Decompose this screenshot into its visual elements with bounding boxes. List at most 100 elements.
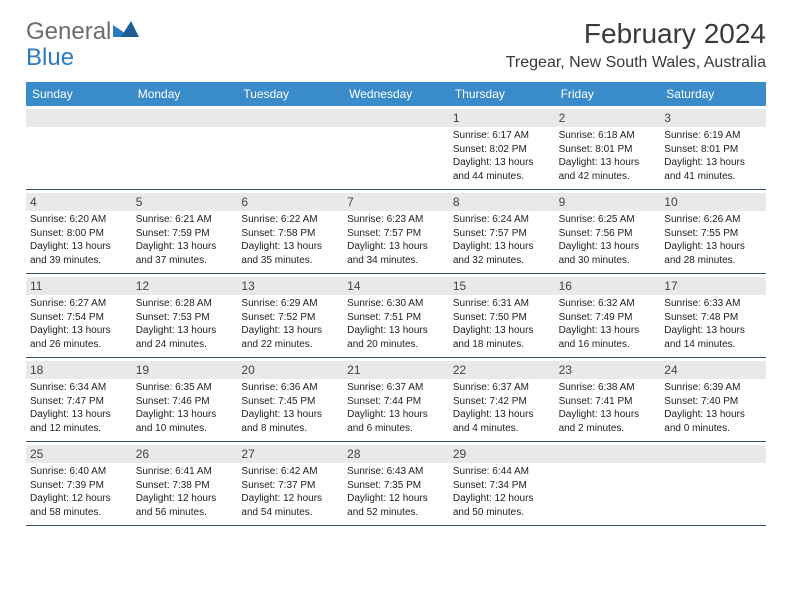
day-details: Sunrise: 6:39 AMSunset: 7:40 PMDaylight:…	[664, 381, 762, 435]
calendar-cell: 15Sunrise: 6:31 AMSunset: 7:50 PMDayligh…	[449, 274, 555, 357]
calendar-cell: 25 Sunrise: 6:40 AMSunset: 7:39 PMDayligh…	[26, 442, 132, 525]
daylight-text: Daylight: 13 hours and 16 minutes.	[559, 324, 657, 351]
day-number: 26	[132, 445, 238, 463]
sunset-text: Sunset: 7:59 PM	[136, 227, 234, 241]
day-number: 24	[660, 361, 766, 379]
dow-friday: Friday	[555, 82, 661, 106]
day-number: 6	[237, 193, 343, 211]
calendar-cell: 27Sunrise: 6:42 AMSunset: 7:37 PMDayligh…	[237, 442, 343, 525]
sunrise-text: Sunrise: 6:35 AM	[136, 381, 234, 395]
calendar-cell: 6Sunrise: 6:22 AMSunset: 7:58 PMDaylight…	[237, 190, 343, 273]
day-number	[237, 109, 343, 127]
day-number	[26, 109, 132, 127]
day-number: 19	[132, 361, 238, 379]
calendar-cell: 12Sunrise: 6:28 AMSunset: 7:53 PMDayligh…	[132, 274, 238, 357]
sunset-text: Sunset: 8:01 PM	[664, 143, 762, 157]
daylight-text: Daylight: 13 hours and 26 minutes.	[30, 324, 128, 351]
sunset-text: Sunset: 7:38 PM	[136, 479, 234, 493]
sunset-text: Sunset: 7:51 PM	[347, 311, 445, 325]
sunrise-text: Sunrise: 6:40 AM	[30, 465, 128, 479]
day-number	[555, 445, 661, 463]
calendar-cell: 2Sunrise: 6:18 AMSunset: 8:01 PMDaylight…	[555, 106, 661, 189]
sunset-text: Sunset: 7:56 PM	[559, 227, 657, 241]
sunrise-text: Sunrise: 6:34 AM	[30, 381, 128, 395]
calendar-page: General February 2024 Tregear, New South…	[0, 0, 792, 526]
day-number: 25	[26, 445, 132, 463]
calendar-week: 18Sunrise: 6:34 AMSunset: 7:47 PMDayligh…	[26, 358, 766, 442]
day-details: Sunrise: 6:27 AMSunset: 7:54 PMDaylight:…	[30, 297, 128, 351]
daylight-text: Daylight: 13 hours and 24 minutes.	[136, 324, 234, 351]
sunset-text: Sunset: 7:47 PM	[30, 395, 128, 409]
day-details: Sunrise: 6:24 AMSunset: 7:57 PMDaylight:…	[453, 213, 551, 267]
sunrise-text: Sunrise: 6:23 AM	[347, 213, 445, 227]
sunrise-text: Sunrise: 6:24 AM	[453, 213, 551, 227]
day-details: Sunrise: 6:40 AMSunset: 7:39 PMDaylight:…	[30, 465, 128, 519]
day-details: Sunrise: 6:42 AMSunset: 7:37 PMDaylight:…	[241, 465, 339, 519]
daylight-text: Daylight: 12 hours and 54 minutes.	[241, 492, 339, 519]
logo-icon	[111, 18, 139, 46]
sunrise-text: Sunrise: 6:38 AM	[559, 381, 657, 395]
day-details: Sunrise: 6:35 AMSunset: 7:46 PMDaylight:…	[136, 381, 234, 435]
sunrise-text: Sunrise: 6:33 AM	[664, 297, 762, 311]
day-number: 23	[555, 361, 661, 379]
sunrise-text: Sunrise: 6:42 AM	[241, 465, 339, 479]
day-number: 29	[449, 445, 555, 463]
day-details: Sunrise: 6:34 AMSunset: 7:47 PMDaylight:…	[30, 381, 128, 435]
sunrise-text: Sunrise: 6:18 AM	[559, 129, 657, 143]
calendar-cell: 22Sunrise: 6:37 AMSunset: 7:42 PMDayligh…	[449, 358, 555, 441]
sunset-text: Sunset: 8:02 PM	[453, 143, 551, 157]
day-details: Sunrise: 6:25 AMSunset: 7:56 PMDaylight:…	[559, 213, 657, 267]
day-details: Sunrise: 6:32 AMSunset: 7:49 PMDaylight:…	[559, 297, 657, 351]
daylight-text: Daylight: 13 hours and 12 minutes.	[30, 408, 128, 435]
calendar-body: 1Sunrise: 6:17 AMSunset: 8:02 PMDaylight…	[26, 106, 766, 526]
calendar-cell: 11Sunrise: 6:27 AMSunset: 7:54 PMDayligh…	[26, 274, 132, 357]
sunset-text: Sunset: 8:01 PM	[559, 143, 657, 157]
day-number: 4	[26, 193, 132, 211]
day-number: 10	[660, 193, 766, 211]
daylight-text: Daylight: 13 hours and 10 minutes.	[136, 408, 234, 435]
sunset-text: Sunset: 7:39 PM	[30, 479, 128, 493]
calendar-cell	[26, 106, 132, 189]
day-details: Sunrise: 6:44 AMSunset: 7:34 PMDaylight:…	[453, 465, 551, 519]
dow-monday: Monday	[132, 82, 238, 106]
daylight-text: Daylight: 13 hours and 41 minutes.	[664, 156, 762, 183]
sunset-text: Sunset: 7:58 PM	[241, 227, 339, 241]
sunrise-text: Sunrise: 6:21 AM	[136, 213, 234, 227]
daylight-text: Daylight: 13 hours and 22 minutes.	[241, 324, 339, 351]
calendar-cell	[237, 106, 343, 189]
day-number: 16	[555, 277, 661, 295]
calendar-cell: 16 Sunrise: 6:32 AMSunset: 7:49 PMDayligh…	[555, 274, 661, 357]
day-number: 2	[555, 109, 661, 127]
day-number: 21	[343, 361, 449, 379]
day-details: Sunrise: 6:38 AMSunset: 7:41 PMDaylight:…	[559, 381, 657, 435]
daylight-text: Daylight: 13 hours and 6 minutes.	[347, 408, 445, 435]
sunset-text: Sunset: 7:52 PM	[241, 311, 339, 325]
calendar-cell	[660, 442, 766, 525]
sunrise-text: Sunrise: 6:22 AM	[241, 213, 339, 227]
calendar-week: 11Sunrise: 6:27 AMSunset: 7:54 PMDayligh…	[26, 274, 766, 358]
sunrise-text: Sunrise: 6:27 AM	[30, 297, 128, 311]
daylight-text: Daylight: 13 hours and 34 minutes.	[347, 240, 445, 267]
daylight-text: Daylight: 13 hours and 28 minutes.	[664, 240, 762, 267]
daylight-text: Daylight: 12 hours and 50 minutes.	[453, 492, 551, 519]
sunrise-text: Sunrise: 6:41 AM	[136, 465, 234, 479]
sunrise-text: Sunrise: 6:26 AM	[664, 213, 762, 227]
calendar-cell: 20Sunrise: 6:36 AMSunset: 7:45 PMDayligh…	[237, 358, 343, 441]
calendar-cell: 10Sunrise: 6:26 AMSunset: 7:55 PMDayligh…	[660, 190, 766, 273]
header: General February 2024 Tregear, New South…	[26, 18, 766, 72]
location: Tregear, New South Wales, Australia	[506, 54, 766, 72]
sunset-text: Sunset: 7:57 PM	[347, 227, 445, 241]
sunrise-text: Sunrise: 6:30 AM	[347, 297, 445, 311]
sunrise-text: Sunrise: 6:28 AM	[136, 297, 234, 311]
day-number: 15	[449, 277, 555, 295]
sunset-text: Sunset: 7:53 PM	[136, 311, 234, 325]
day-number	[660, 445, 766, 463]
day-details: Sunrise: 6:20 AMSunset: 8:00 PMDaylight:…	[30, 213, 128, 267]
sunset-text: Sunset: 7:41 PM	[559, 395, 657, 409]
days-of-week-row: Sunday Monday Tuesday Wednesday Thursday…	[26, 82, 766, 106]
sunset-text: Sunset: 7:45 PM	[241, 395, 339, 409]
sunrise-text: Sunrise: 6:39 AM	[664, 381, 762, 395]
calendar-cell: 21Sunrise: 6:37 AMSunset: 7:44 PMDayligh…	[343, 358, 449, 441]
daylight-text: Daylight: 13 hours and 0 minutes.	[664, 408, 762, 435]
sunrise-text: Sunrise: 6:17 AM	[453, 129, 551, 143]
